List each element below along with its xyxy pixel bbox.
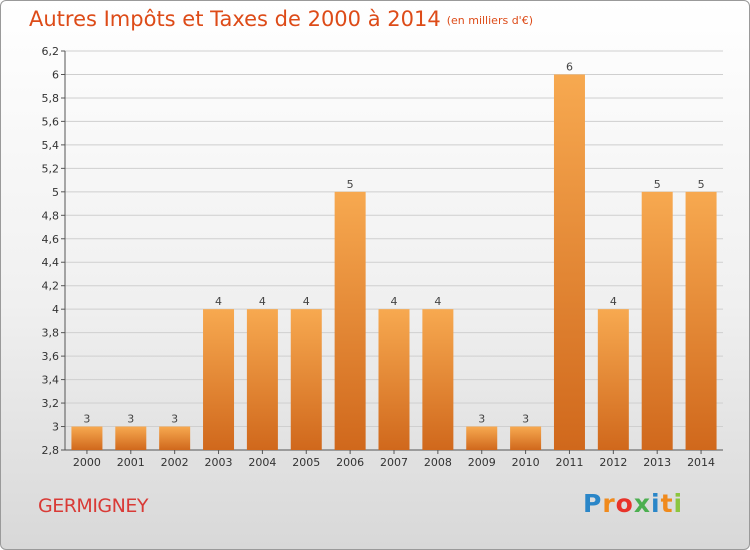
bar-2014: [685, 191, 717, 450]
x-tick-label: 2001: [117, 456, 145, 469]
bar-value-label: 5: [654, 178, 661, 191]
bar-value-label: 3: [522, 413, 529, 426]
bar-2002: [159, 426, 191, 450]
proxiti-logo: Proxiti: [583, 489, 683, 518]
bar-2013: [641, 191, 673, 450]
chart-title-unit: (en milliers d'€): [446, 14, 533, 27]
bar-value-label: 3: [171, 413, 178, 426]
y-tick-label: 3,6: [42, 350, 60, 363]
bar-value-label: 4: [259, 295, 266, 308]
bar-2007: [378, 309, 410, 450]
logo-letter: x: [633, 489, 651, 518]
y-tick-label: 5,6: [42, 115, 60, 128]
y-tick-label: 3,4: [42, 374, 60, 387]
y-tick-label: 5,8: [42, 92, 60, 105]
logo-letter: i: [651, 489, 661, 518]
bar-2010: [510, 426, 542, 450]
x-tick-label: 2008: [424, 456, 452, 469]
bar-2008: [422, 309, 454, 450]
y-tick-label: 3: [52, 421, 59, 434]
labels: 2,8 3 3,2 3,4 3,6 3,8 4 4,2 4,4 4,6 4,8 5 5,2 5,4 5,6 5…: [42, 45, 716, 469]
bar-value-label: 4: [391, 295, 398, 308]
y-tick-label: 3,2: [42, 397, 60, 410]
y-tick-label: 3,8: [42, 327, 60, 340]
commune-name: GERMIGNEY: [38, 495, 148, 517]
x-tick-label: 2004: [248, 456, 276, 469]
x-tick-label: 2011: [555, 456, 583, 469]
x-tick-label: 2013: [643, 456, 671, 469]
bar-value-label: 5: [698, 178, 705, 191]
bar-2003: [203, 309, 235, 450]
logo-letter: o: [615, 489, 634, 518]
y-tick-label: 4,4: [42, 256, 60, 269]
bar-value-label: 4: [434, 295, 441, 308]
y-tick-label: 6: [52, 68, 59, 81]
bar-value-label: 5: [347, 178, 354, 191]
bar-2004: [246, 309, 278, 450]
x-tick-label: 2006: [336, 456, 364, 469]
logo-letter: P: [583, 489, 603, 518]
chart-title: Autres Impôts et Taxes de 2000 à 2014 (en…: [29, 7, 533, 31]
x-tick-label: 2012: [599, 456, 627, 469]
bar-2011: [553, 74, 585, 451]
bar-2012: [597, 309, 629, 450]
x-tick-label: 2002: [161, 456, 189, 469]
y-tick-label: 4: [52, 303, 59, 316]
bar-2000: [71, 426, 103, 450]
bar-value-label: 3: [83, 413, 90, 426]
bar-2001: [115, 426, 147, 450]
x-tick-label: 2003: [205, 456, 233, 469]
y-tick-label: 4,2: [42, 280, 60, 293]
y-tick-label: 2,8: [42, 444, 60, 457]
bar-value-label: 4: [215, 295, 222, 308]
bars: [71, 74, 717, 451]
y-tick-label: 4,8: [42, 209, 60, 222]
x-tick-label: 2005: [292, 456, 320, 469]
bar-value-label: 4: [610, 295, 617, 308]
bar-2005: [290, 309, 322, 450]
bar-value-label: 3: [127, 413, 134, 426]
logo-letter: r: [602, 489, 616, 518]
x-tick-label: 2014: [687, 456, 715, 469]
x-tick-label: 2010: [512, 456, 540, 469]
logo-letter: t: [660, 489, 674, 518]
bar-value-label: 3: [478, 413, 485, 426]
y-tick-label: 5,2: [42, 162, 60, 175]
x-tick-label: 2000: [73, 456, 101, 469]
bar-2009: [466, 426, 498, 450]
logo-letter: i: [673, 489, 684, 518]
y-tick-label: 6,2: [42, 45, 60, 58]
bar-value-label: 4: [303, 295, 310, 308]
y-tick-label: 5: [52, 186, 59, 199]
bar-value-label: 6: [566, 60, 573, 73]
chart-title-text: Autres Impôts et Taxes de 2000 à 2014: [29, 7, 441, 31]
x-tick-label: 2009: [468, 456, 496, 469]
y-tick-label: 5,4: [42, 139, 60, 152]
y-tick-label: 4,6: [42, 233, 60, 246]
bar-2006: [334, 191, 366, 450]
x-tick-label: 2007: [380, 456, 408, 469]
